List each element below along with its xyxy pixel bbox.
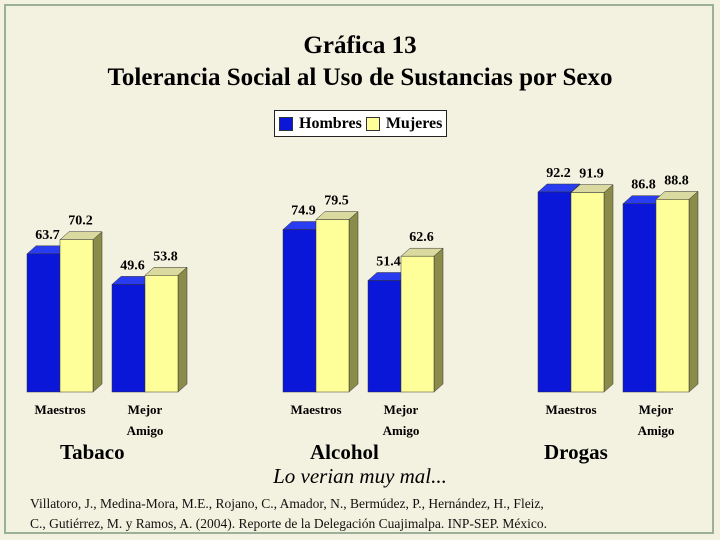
bar-mujeres-side xyxy=(92,231,103,393)
bar-hombres xyxy=(367,280,402,393)
citation: Villatoro, J., Medina-Mora, M.E., Rojano… xyxy=(30,494,710,534)
legend-item-mujeres: Mujeres xyxy=(365,114,443,133)
data-label: 49.6 xyxy=(120,258,145,273)
legend-swatch-hombres xyxy=(279,116,293,131)
bar-mujeres xyxy=(315,219,350,393)
bar-mujeres-side xyxy=(603,184,614,393)
chart-caption: Lo verian muy mal... xyxy=(273,464,447,488)
bar-hombres xyxy=(537,191,572,393)
data-label: 62.6 xyxy=(409,230,434,245)
bar-mujeres-side xyxy=(433,247,444,393)
slide-frame xyxy=(4,4,714,534)
legend-item-hombres: Hombres xyxy=(279,115,362,133)
bar-mujeres xyxy=(570,192,605,393)
bar-mujeres xyxy=(655,199,690,393)
legend: Hombres Mujeres xyxy=(274,110,448,137)
bar-mujeres-side xyxy=(348,210,359,393)
category-label: Mejor Amigo xyxy=(637,402,675,438)
legend-swatch-mujeres xyxy=(365,116,380,131)
bar-hombres xyxy=(622,203,657,393)
category-label: Maestros xyxy=(290,402,342,417)
bar-mujeres xyxy=(144,275,179,393)
group-label-alcohol: Alcohol xyxy=(310,440,379,464)
data-label: 79.5 xyxy=(324,194,349,209)
group-label-drogas: Drogas xyxy=(544,440,608,464)
bar-mujeres xyxy=(59,239,94,393)
category-label: Maestros xyxy=(34,402,86,417)
citation-line: Villatoro, J., Medina-Mora, M.E., Rojano… xyxy=(30,496,544,511)
chart-title: Gráfica 13 xyxy=(303,32,417,59)
data-label: 53.8 xyxy=(153,249,178,264)
category-label: Maestros xyxy=(545,402,597,417)
bar-mujeres-side xyxy=(688,190,699,393)
data-label: 92.2 xyxy=(546,166,571,181)
category-label: Mejor Amigo xyxy=(382,402,420,438)
data-label: 70.2 xyxy=(68,214,93,229)
legend-label-hombres: Hombres xyxy=(299,114,362,132)
bar-hombres xyxy=(26,253,61,393)
legend-label-mujeres: Mujeres xyxy=(385,114,443,132)
data-label: 74.9 xyxy=(291,204,316,219)
bar-hombres xyxy=(282,229,317,393)
data-label: 91.9 xyxy=(579,167,604,182)
group-label-tabaco: Tabaco xyxy=(60,440,125,464)
chart-subtitle-heading: Tolerancia Social al Uso de Sustancias p… xyxy=(107,64,613,91)
citation-line: C., Gutiérrez, M. y Ramos, A. (2004). Re… xyxy=(30,516,548,531)
data-label: 63.7 xyxy=(35,228,60,243)
data-label: 51.4 xyxy=(376,255,401,270)
bar-mujeres xyxy=(400,255,435,393)
data-label: 88.8 xyxy=(664,173,689,188)
data-label: 86.8 xyxy=(631,178,656,193)
category-label: Mejor Amigo xyxy=(126,402,164,438)
bar-mujeres-side xyxy=(177,266,188,393)
bar-hombres xyxy=(111,284,146,393)
